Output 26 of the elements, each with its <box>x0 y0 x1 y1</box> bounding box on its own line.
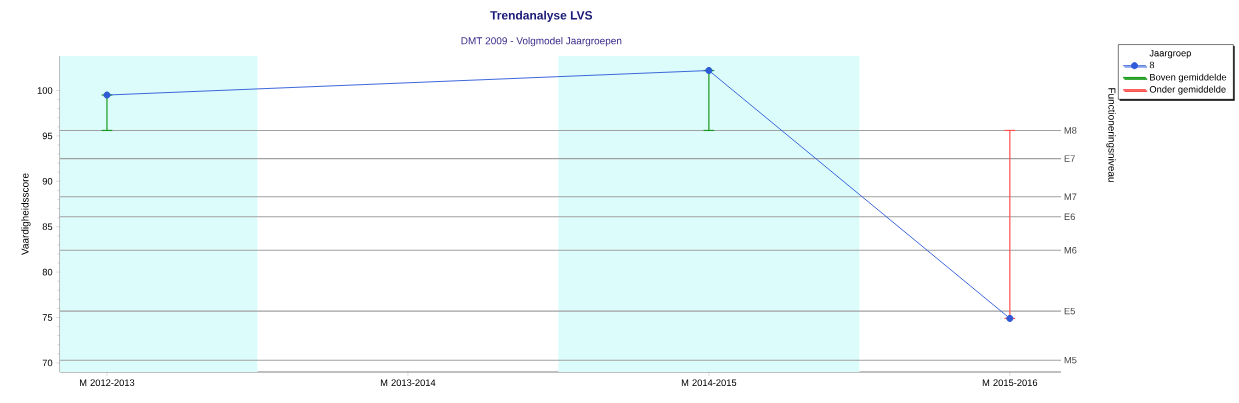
chart-title: Trendanalyse LVS <box>490 10 593 22</box>
y-axis-title: Vaardigheidsscore <box>21 173 31 255</box>
y-tick-label: 80 <box>42 268 53 276</box>
y-tick-label: 70 <box>42 359 53 367</box>
y-tick-label: 90 <box>42 178 53 185</box>
x-tick-label: M 2015-2016 <box>982 379 1038 386</box>
x-tick-label: M 2013-2014 <box>380 379 436 386</box>
ref-line-label: M6 <box>1064 247 1077 254</box>
ref-line-label: E7 <box>1064 155 1075 162</box>
x-tick-label: M 2012-2013 <box>79 379 135 386</box>
y-tick-label: 75 <box>42 314 53 321</box>
legend-title: Jaargroep <box>1149 49 1191 59</box>
y-tick-label: 85 <box>42 223 53 230</box>
y-tick-label: 95 <box>42 132 53 140</box>
ref-line-label: M8 <box>1064 127 1077 134</box>
x-tick-label: M 2014-2015 <box>681 379 737 386</box>
ref-line-label: E5 <box>1064 307 1075 315</box>
legend-label: 8 <box>1149 61 1155 69</box>
ref-line-label: M7 <box>1064 193 1077 200</box>
y-tick-label: 100 <box>37 87 53 94</box>
legend-label: Onder gemiddelde <box>1149 85 1226 95</box>
legend-label: Boven gemiddelde <box>1150 73 1227 83</box>
ref-line-label: M5 <box>1064 356 1077 364</box>
y2-axis-title: Functioneringsniveau <box>1106 88 1116 182</box>
ref-line-label: E6 <box>1064 213 1075 221</box>
chart-subtitle: DMT 2009 - Volgmodel Jaargroepen <box>461 37 622 47</box>
